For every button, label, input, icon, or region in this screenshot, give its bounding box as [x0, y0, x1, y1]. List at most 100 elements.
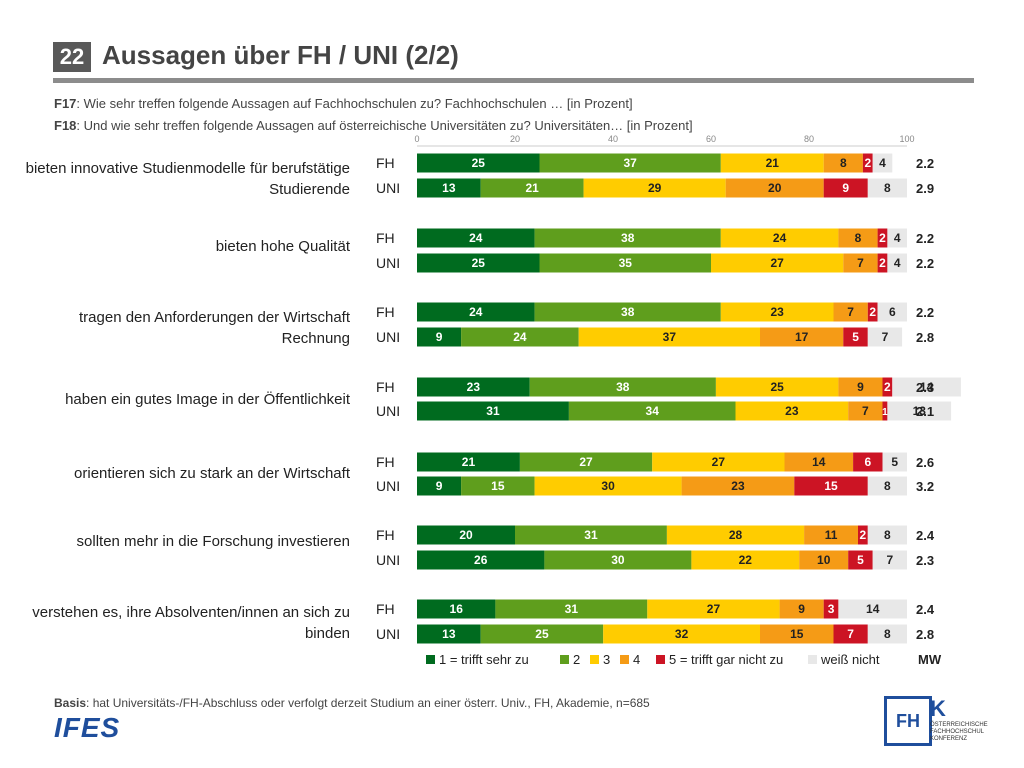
bar-value-label: 10 — [817, 553, 831, 567]
bar-value-label: 7 — [882, 330, 889, 344]
legend-label: 5 = trifft gar nicht zu — [669, 652, 783, 667]
bar-value-label: 7 — [862, 404, 869, 418]
legend-swatch — [808, 655, 817, 664]
group-label-uni: UNI — [376, 403, 400, 419]
bar-segment — [833, 302, 868, 322]
x-tick-label: 80 — [804, 134, 814, 144]
bar-segment — [877, 228, 888, 248]
bar-segment — [833, 624, 868, 644]
bar-segment — [417, 178, 481, 198]
bar-value-label: 35 — [619, 256, 633, 270]
mean-value: 2.2 — [916, 256, 934, 271]
bar-segment — [882, 452, 907, 472]
bar-segment — [877, 302, 907, 322]
bar-value-label: 37 — [623, 156, 637, 170]
bar-value-label: 5 — [852, 330, 859, 344]
group-label-uni: UNI — [376, 180, 400, 196]
bar-segment — [794, 476, 868, 496]
bar-segment — [867, 624, 907, 644]
bar-value-label: 38 — [616, 380, 630, 394]
bar-segment — [838, 228, 878, 248]
bar-value-label: 15 — [491, 479, 505, 493]
fhk-logo-box: FH — [884, 696, 932, 746]
bar-segment — [534, 476, 682, 496]
bar-value-label: 13 — [913, 404, 927, 418]
bar-segment — [760, 327, 844, 347]
bar-value-label: 2 — [869, 305, 876, 319]
bar-segment — [867, 525, 907, 545]
bar-value-label: 9 — [857, 380, 864, 394]
bar-segment — [887, 228, 907, 248]
bar-segment — [877, 253, 888, 273]
bar-value-label: 2 — [879, 256, 886, 270]
bar-segment — [539, 153, 721, 173]
legend-swatch — [656, 655, 665, 664]
fhk-logo-subtitle: ÖSTERREICHISCHE FACHHOCHSCHUL KONFERENZ — [930, 722, 988, 742]
question-f18-text: : Und wie sehr treffen folgende Aussagen… — [76, 118, 693, 133]
bar-value-label: 16 — [450, 602, 464, 616]
bar-segment — [461, 476, 535, 496]
mean-value: 2.4 — [916, 602, 935, 617]
legend-swatch — [590, 655, 599, 664]
bar-segment — [882, 377, 893, 397]
bar-segment — [720, 153, 824, 173]
bar-segment — [495, 599, 648, 619]
bar-value-label: 22 — [739, 553, 753, 567]
mean-value: 2.2 — [916, 156, 934, 171]
bar-value-label: 26 — [474, 553, 488, 567]
bar-value-label: 21 — [525, 181, 539, 195]
bar-value-label: 13 — [442, 627, 456, 641]
bar-segment — [647, 599, 780, 619]
bar-value-label: 27 — [707, 602, 721, 616]
bar-segment — [529, 377, 716, 397]
statement-label-2: bieten hohe Qualität — [215, 238, 350, 255]
bar-value-label: 8 — [884, 479, 891, 493]
bar-segment — [534, 228, 721, 248]
bar-value-label: 8 — [884, 528, 891, 542]
bar-segment — [848, 550, 873, 570]
bar-segment — [417, 599, 496, 619]
bar-segment — [882, 401, 888, 421]
bar-segment — [417, 550, 545, 570]
bar-value-label: 15 — [824, 479, 838, 493]
bar-segment — [417, 401, 569, 421]
bar-value-label: 27 — [579, 455, 593, 469]
bar-value-label: 23 — [770, 305, 784, 319]
fhk-logo-k: K — [930, 696, 946, 721]
bar-value-label: 24 — [469, 305, 483, 319]
group-label-fh: FH — [376, 155, 395, 171]
group-label-fh: FH — [376, 304, 395, 320]
question-f17: F17: Wie sehr treffen folgende Aussagen … — [54, 96, 633, 111]
bar-segment — [539, 253, 711, 273]
x-tick-label: 100 — [899, 134, 914, 144]
bar-value-label: 37 — [663, 330, 677, 344]
bar-value-label: 5 — [857, 553, 864, 567]
bar-value-label: 31 — [584, 528, 598, 542]
bar-segment — [823, 599, 839, 619]
bar-segment — [867, 178, 907, 198]
bar-value-label: 28 — [729, 528, 743, 542]
bar-segment — [480, 178, 584, 198]
mean-value: 2.2 — [916, 231, 934, 246]
group-label-uni: UNI — [376, 552, 400, 568]
slide-title: Aussagen über FH / UNI (2/2) — [102, 40, 459, 70]
footer-basis-label: Basis — [54, 696, 87, 710]
bar-segment — [711, 253, 844, 273]
bar-value-label: 4 — [894, 256, 901, 270]
bar-segment — [417, 624, 481, 644]
bar-value-label: 30 — [601, 479, 615, 493]
bar-segment — [578, 327, 760, 347]
bar-segment — [843, 253, 878, 273]
bar-segment — [799, 550, 849, 570]
bar-segment — [652, 452, 785, 472]
statement-label-7: verstehen es, ihre Absolventen/innen an … — [32, 604, 350, 642]
statement-label-5: orientieren sich zu stark an der Wirtsch… — [74, 465, 350, 482]
group-label-uni: UNI — [376, 626, 400, 642]
bar-value-label: 31 — [565, 602, 579, 616]
group-label-fh: FH — [376, 230, 395, 246]
bar-segment — [666, 525, 805, 545]
bar-segment — [417, 302, 535, 322]
group-label-uni: UNI — [376, 329, 400, 345]
bar-value-label: 38 — [621, 231, 635, 245]
